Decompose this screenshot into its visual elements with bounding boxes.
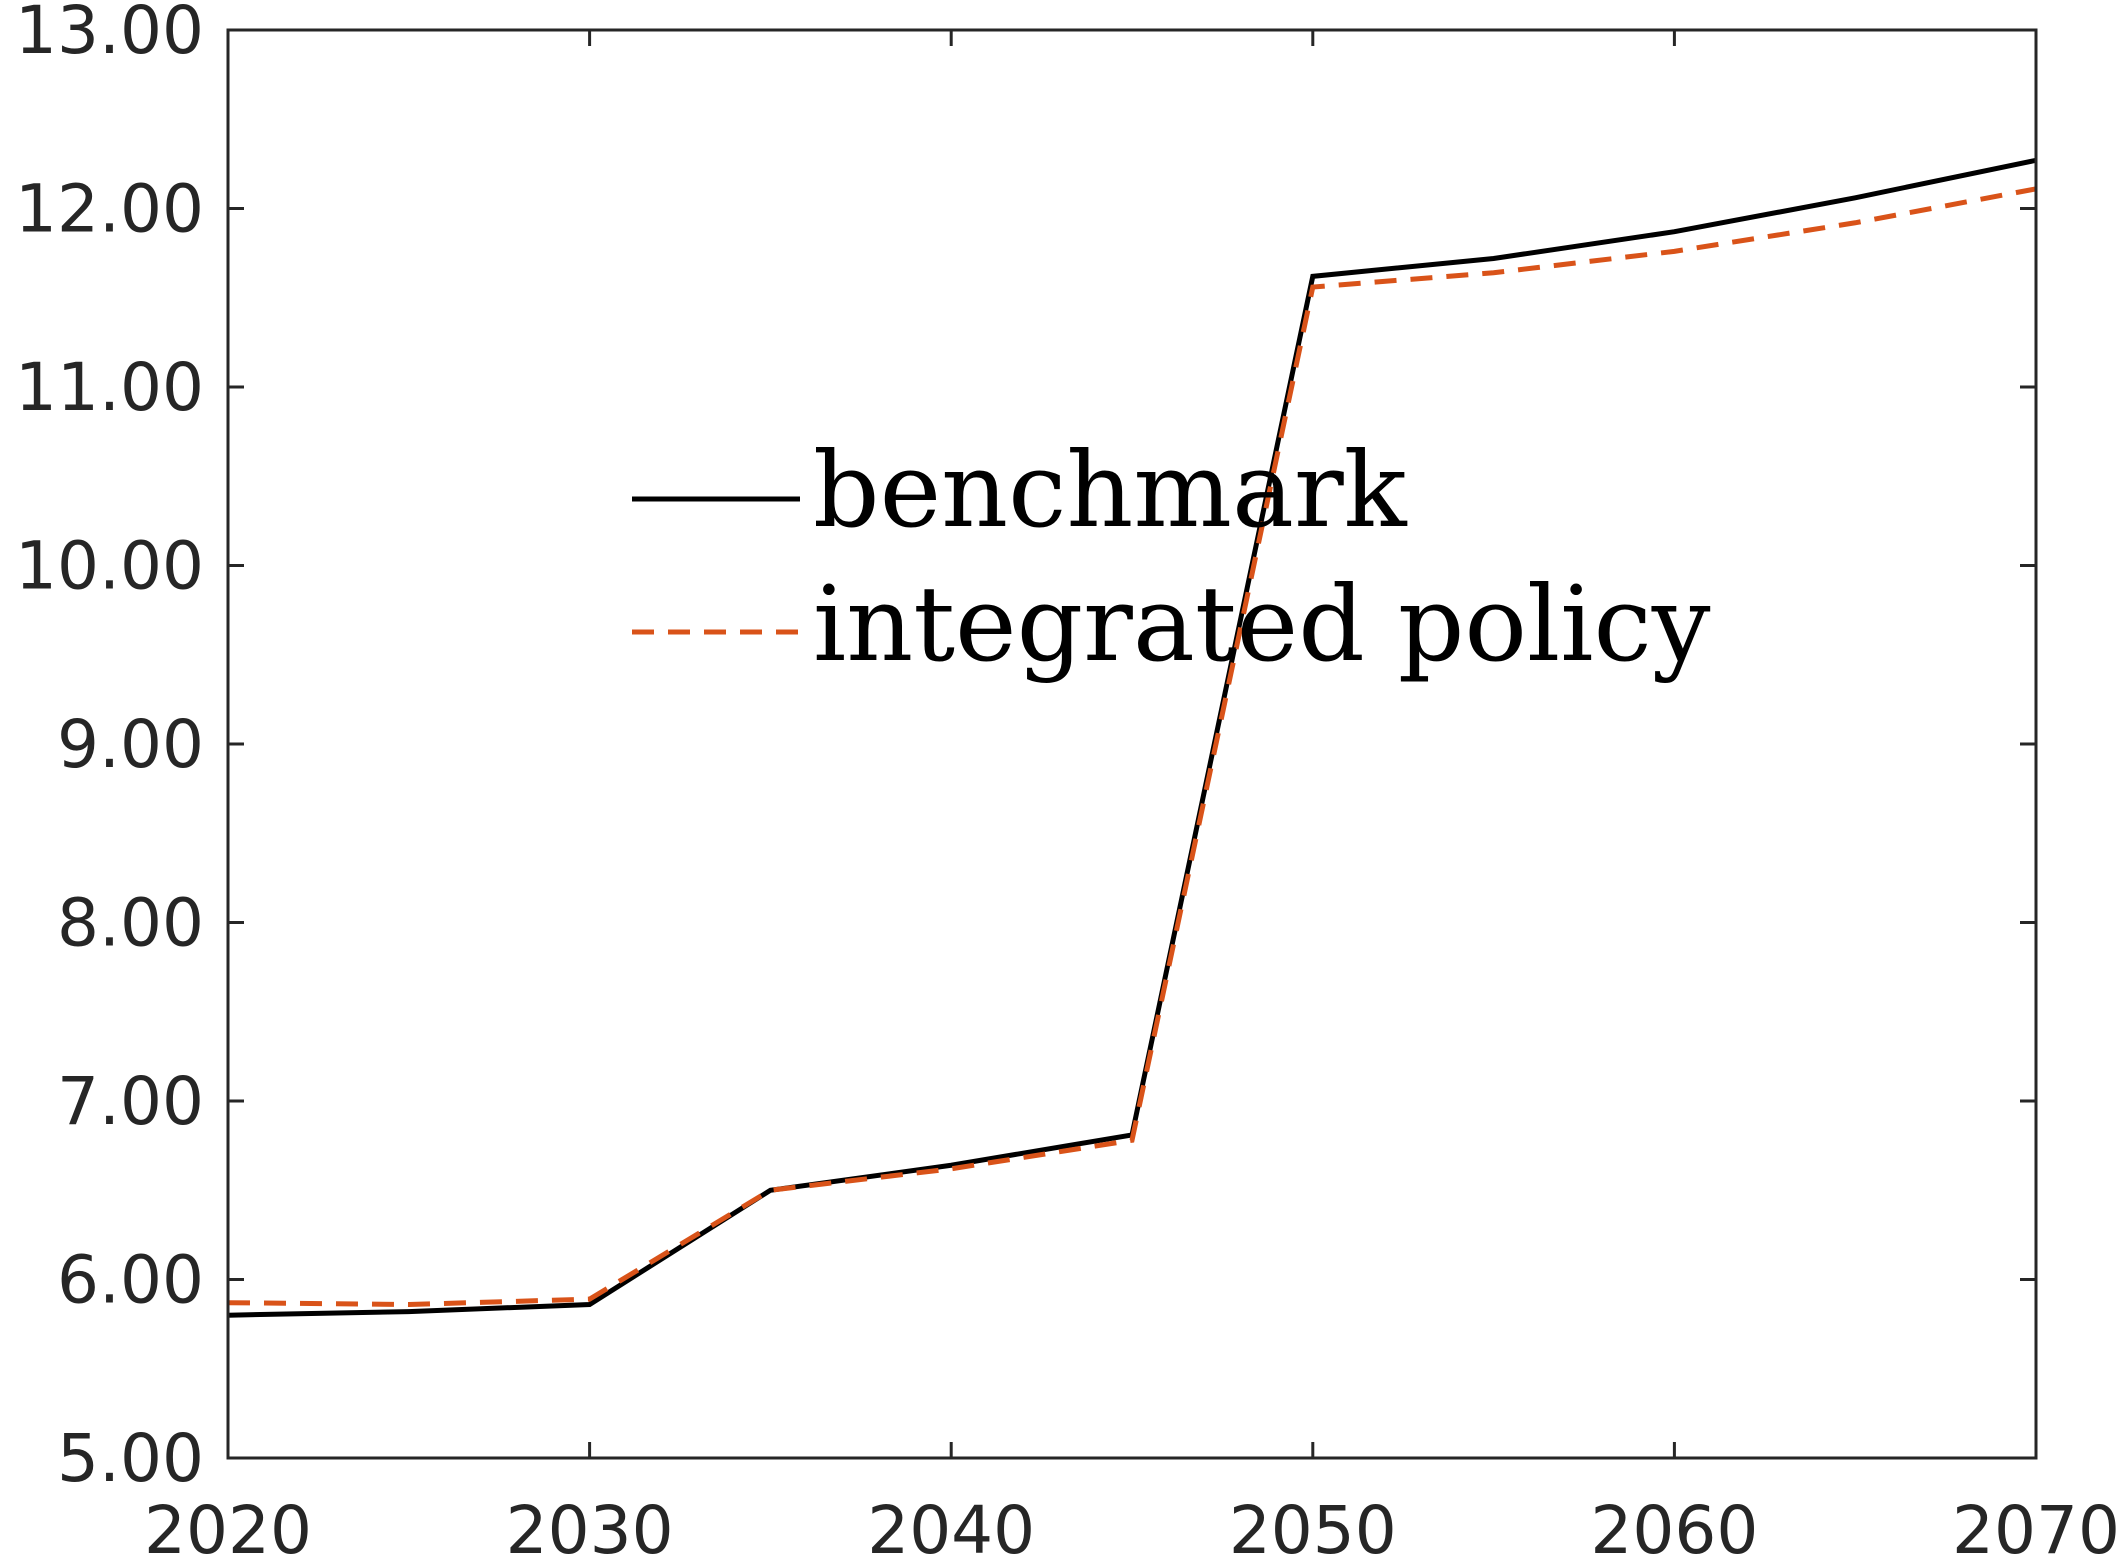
series-line-integrated-policy: [227, 186, 2037, 1307]
legend: benchmark integrated policy: [632, 429, 1711, 685]
y-tick-label: 11.00: [15, 349, 204, 426]
y-tick-label: 10.00: [15, 528, 204, 605]
y-tick-label: 5.00: [57, 1420, 204, 1497]
series-layer: [227, 157, 2037, 1318]
x-tick-label: 2040: [867, 1492, 1035, 1554]
x-tick-label: 2070: [1952, 1492, 2120, 1554]
legend-label-integrated-policy: integrated policy: [813, 563, 1711, 685]
y-tick-label: 7.00: [57, 1063, 204, 1140]
ticks-layer: 5.00 6.00 7.00 8.00 9.00 10.00 11.00 12.00 13.00…: [15, 0, 2120, 1554]
legend-label-benchmark: benchmark: [813, 429, 1408, 551]
y-tick-label: 13.00: [15, 0, 204, 69]
y-tick-label: 8.00: [57, 885, 204, 962]
y-tick-label: 12.00: [15, 171, 204, 248]
x-tick-label: 2030: [506, 1492, 674, 1554]
x-tick-label: 2060: [1590, 1492, 1758, 1554]
y-tick-label: 9.00: [57, 706, 204, 783]
x-tick-label: 2020: [144, 1492, 312, 1554]
y-tick-label: 6.00: [57, 1242, 204, 1319]
x-tick-label: 2050: [1229, 1492, 1397, 1554]
plot-area-frame: [226, 28, 2038, 1460]
